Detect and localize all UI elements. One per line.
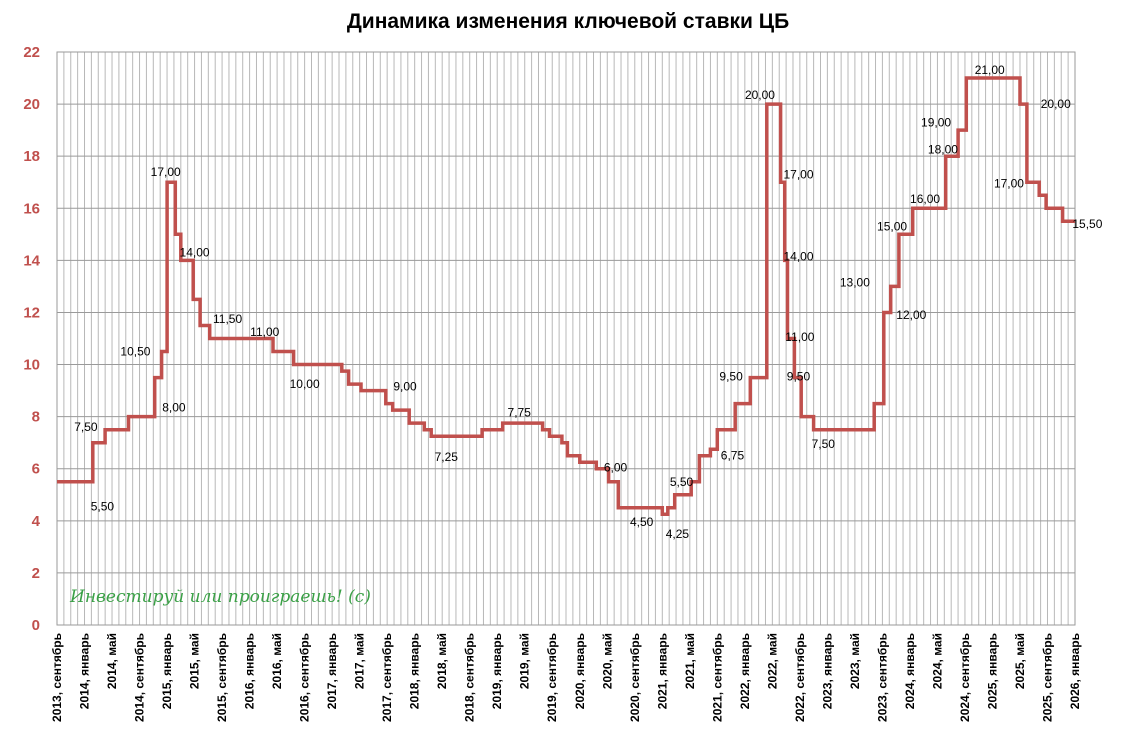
x-tick-label: 2017, май (353, 633, 367, 689)
data-label: 18,00 (928, 143, 958, 157)
data-label: 11,50 (213, 312, 242, 326)
x-tick-label: 2014, январь (78, 633, 92, 709)
data-label: 7,25 (435, 450, 459, 464)
data-label: 5,50 (91, 499, 115, 513)
rate-series-line (57, 76, 1075, 517)
data-label: 19,00 (921, 115, 951, 129)
x-tick-label: 2015, сентябрь (215, 633, 229, 722)
x-tick-label: 2025, январь (985, 633, 999, 709)
x-tick-label: 2022, сентябрь (793, 633, 807, 722)
y-tick-label: 22 (23, 44, 40, 61)
x-tick-label: 2015, май (188, 633, 202, 689)
data-label: 15,50 (1072, 217, 1102, 231)
x-tick-label: 2018, январь (408, 633, 422, 709)
x-tick-label: 2021, май (683, 633, 697, 689)
plot-frame (56, 51, 1076, 626)
data-label: 17,00 (151, 165, 181, 179)
data-label: 8,00 (162, 401, 186, 415)
y-tick-label: 14 (23, 252, 40, 269)
x-tick-label: 2021, январь (655, 633, 669, 709)
x-tick-label: 2019, май (518, 633, 532, 689)
x-tick-label: 2014, сентябрь (133, 633, 147, 722)
y-tick-label: 12 (23, 304, 40, 321)
data-label: 6,75 (721, 449, 745, 463)
data-label: 4,50 (630, 515, 654, 529)
x-tick-label: 2017, январь (325, 633, 339, 709)
data-label: 14,00 (180, 246, 210, 260)
data-label: 17,00 (783, 167, 813, 181)
data-label: 21,00 (975, 63, 1005, 77)
x-tick-label: 2024, январь (903, 633, 917, 709)
data-label: 20,00 (1041, 97, 1071, 111)
x-tick-label: 2021, сентябрь (710, 633, 724, 722)
data-label: 7,50 (812, 437, 836, 451)
chart-title: Динамика изменения ключевой ставки ЦБ (346, 10, 790, 33)
x-tick-label: 2019, сентябрь (545, 633, 559, 722)
data-label: 6,00 (604, 460, 628, 474)
data-label: 14,00 (783, 249, 813, 263)
x-tick-label: 2019, январь (490, 633, 504, 709)
grid-lines (56, 51, 1076, 626)
data-label: 11,00 (250, 325, 279, 339)
data-label: 7,75 (508, 406, 532, 420)
data-label: 5,50 (670, 475, 694, 489)
data-label: 11,00 (785, 330, 814, 344)
x-tick-label: 2022, май (765, 633, 779, 689)
x-tick-label: 2018, май (435, 633, 449, 689)
y-tick-label: 6 (32, 461, 40, 478)
x-tick-label: 2025, май (1013, 633, 1027, 689)
x-tick-label: 2024, сентябрь (958, 633, 972, 722)
x-tick-label: 2017, сентябрь (380, 633, 394, 722)
y-tick-label: 4 (32, 513, 41, 530)
data-label: 9,00 (393, 380, 417, 394)
x-tick-label: 2025, сентябрь (1040, 633, 1054, 722)
x-tick-label: 2018, сентябрь (463, 633, 477, 722)
x-tick-label: 2013, сентябрь (50, 633, 64, 722)
x-tick-label: 2020, сентябрь (628, 633, 642, 722)
x-tick-label: 2026, январь (1068, 633, 1082, 709)
y-tick-label: 2 (32, 565, 40, 582)
data-label: 15,00 (877, 220, 907, 234)
y-tick-label: 20 (23, 96, 40, 113)
y-axis-ticks: 0 2 4 6 8 10 12 14 16 18 20 22 (23, 44, 40, 634)
series-lines (57, 76, 1075, 517)
y-tick-label: 16 (23, 200, 40, 217)
x-tick-label: 2016, май (270, 633, 284, 689)
data-label: 10,00 (290, 377, 320, 391)
y-tick-label: 18 (23, 148, 40, 165)
x-tick-label: 2014, май (105, 633, 119, 689)
y-tick-label: 0 (32, 617, 40, 634)
data-label: 10,50 (120, 345, 150, 359)
x-tick-label: 2024, май (930, 633, 944, 689)
y-tick-label: 10 (23, 357, 40, 374)
x-tick-label: 2023, январь (820, 633, 834, 709)
data-label: 13,00 (840, 276, 870, 290)
x-tick-label: 2022, январь (738, 633, 752, 709)
data-label: 9,50 (719, 369, 743, 383)
data-label: 9,50 (787, 369, 811, 383)
watermark-annotation: Инвестируй или проиграешь! (с) (69, 587, 371, 607)
data-label: 12,00 (896, 308, 926, 322)
x-tick-label: 2020, январь (573, 633, 587, 709)
data-label: 17,00 (994, 177, 1024, 191)
data-label: 4,25 (666, 527, 690, 541)
x-tick-label: 2015, январь (160, 633, 174, 709)
x-tick-label: 2016, сентябрь (298, 633, 312, 722)
x-axis-ticks: 2013, сентябрь 2014, январь 2014, май 2014,… (50, 633, 1082, 722)
x-tick-label: 2023, сентябрь (875, 633, 889, 722)
data-label: 16,00 (910, 192, 940, 206)
x-tick-label: 2020, май (600, 633, 614, 689)
x-tick-label: 2023, май (848, 633, 862, 689)
y-tick-label: 8 (32, 409, 40, 426)
data-label: 7,50 (74, 420, 98, 434)
data-label: 20,00 (745, 88, 775, 102)
data-labels: 5,50 7,50 8,00 10,50 17,00 14,00 11,50 11,00 10,… (74, 63, 1103, 541)
x-tick-label: 2016, январь (243, 633, 257, 709)
